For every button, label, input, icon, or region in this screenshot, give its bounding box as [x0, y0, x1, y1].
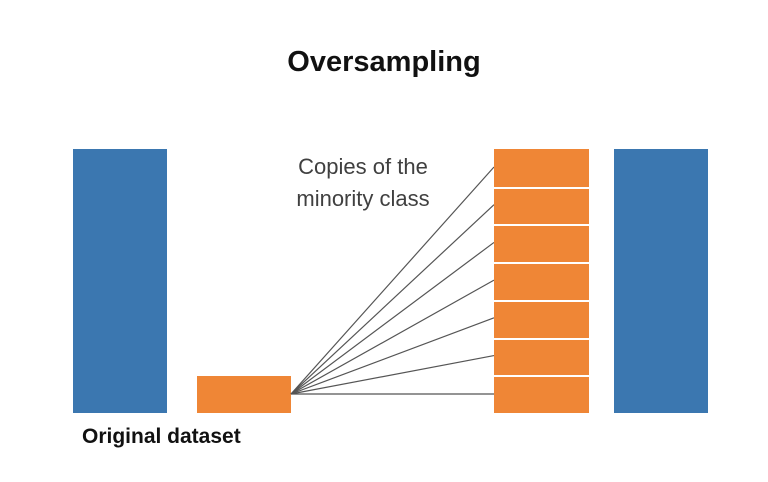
connector-line [290, 317, 495, 395]
original-minority-bar [197, 376, 291, 413]
original-majority-bar [73, 149, 167, 413]
original-dataset-caption: Original dataset [82, 425, 241, 448]
connector-line [290, 204, 495, 395]
minority-copy-block [494, 224, 589, 263]
minority-copy-block [494, 186, 589, 225]
connector-line [290, 241, 495, 395]
connector-line [290, 166, 495, 395]
minority-copy-block [494, 262, 589, 300]
resampled-majority-bar [614, 149, 708, 413]
minority-copy-block [494, 337, 589, 376]
connector-line [290, 354, 495, 395]
connector-line [290, 279, 495, 395]
annotation-line-2: minority class [296, 186, 430, 211]
copies-annotation: Copies of the minority class [270, 151, 456, 215]
minority-copy-block [494, 149, 589, 187]
annotation-line-1: Copies of the [298, 154, 428, 179]
diagram-title: Oversampling [287, 46, 481, 78]
minority-copy-block [494, 299, 589, 338]
minority-copy-block [494, 375, 589, 413]
